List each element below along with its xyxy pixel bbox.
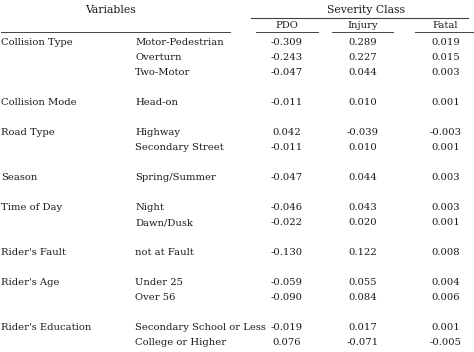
Text: PDO: PDO [275,21,298,30]
Text: Fatal: Fatal [433,21,458,30]
Text: Secondary Street: Secondary Street [135,143,224,152]
Text: -0.071: -0.071 [346,338,379,347]
Text: 0.042: 0.042 [273,128,301,137]
Text: Time of Day: Time of Day [1,203,63,212]
Text: 0.017: 0.017 [348,323,377,332]
Text: 0.010: 0.010 [348,98,377,107]
Text: -0.130: -0.130 [271,248,303,257]
Text: Injury: Injury [347,21,378,30]
Text: 0.001: 0.001 [431,143,460,152]
Text: -0.003: -0.003 [429,128,462,137]
Text: -0.047: -0.047 [271,68,303,77]
Text: Dawn/Dusk: Dawn/Dusk [135,218,193,227]
Text: 0.043: 0.043 [348,203,377,212]
Text: 0.044: 0.044 [348,68,377,77]
Text: not at Fault: not at Fault [135,248,194,257]
Text: Rider's Fault: Rider's Fault [1,248,66,257]
Text: Road Type: Road Type [1,128,55,137]
Text: -0.243: -0.243 [271,53,303,62]
Text: 0.010: 0.010 [348,143,377,152]
Text: 0.008: 0.008 [431,248,460,257]
Text: Highway: Highway [135,128,180,137]
Text: 0.003: 0.003 [431,203,460,212]
Text: -0.090: -0.090 [271,293,303,302]
Text: Two-Motor: Two-Motor [135,68,191,77]
Text: Head-on: Head-on [135,98,178,107]
Text: -0.309: -0.309 [271,38,303,47]
Text: College or Higher: College or Higher [135,338,226,347]
Text: 0.076: 0.076 [273,338,301,347]
Text: 0.001: 0.001 [431,323,460,332]
Text: 0.003: 0.003 [431,68,460,77]
Text: -0.011: -0.011 [271,98,303,107]
Text: 0.015: 0.015 [431,53,460,62]
Text: -0.019: -0.019 [271,323,303,332]
Text: Spring/Summer: Spring/Summer [135,173,216,182]
Text: Season: Season [1,173,38,182]
Text: Under 25: Under 25 [135,278,183,287]
Text: Secondary School or Less: Secondary School or Less [135,323,266,332]
Text: -0.022: -0.022 [271,218,303,227]
Text: Rider's Education: Rider's Education [1,323,92,332]
Text: 0.122: 0.122 [348,248,377,257]
Text: Night: Night [135,203,164,212]
Text: 0.044: 0.044 [348,173,377,182]
Text: 0.001: 0.001 [431,218,460,227]
Text: -0.059: -0.059 [271,278,303,287]
Text: 0.289: 0.289 [348,38,377,47]
Text: -0.039: -0.039 [346,128,379,137]
Text: Overturn: Overturn [135,53,182,62]
Text: 0.001: 0.001 [431,98,460,107]
Text: 0.227: 0.227 [348,53,377,62]
Text: 0.020: 0.020 [348,218,377,227]
Text: -0.047: -0.047 [271,173,303,182]
Text: 0.084: 0.084 [348,293,377,302]
Text: 0.055: 0.055 [348,278,377,287]
Text: -0.011: -0.011 [271,143,303,152]
Text: Variables: Variables [85,5,137,15]
Text: Over 56: Over 56 [135,293,175,302]
Text: 0.004: 0.004 [431,278,460,287]
Text: Rider's Age: Rider's Age [1,278,60,287]
Text: -0.005: -0.005 [429,338,462,347]
Text: Collision Mode: Collision Mode [1,98,77,107]
Text: Collision Type: Collision Type [1,38,73,47]
Text: Severity Class: Severity Class [327,5,405,15]
Text: 0.019: 0.019 [431,38,460,47]
Text: -0.046: -0.046 [271,203,303,212]
Text: 0.003: 0.003 [431,173,460,182]
Text: Motor-Pedestrian: Motor-Pedestrian [135,38,224,47]
Text: 0.006: 0.006 [431,293,460,302]
